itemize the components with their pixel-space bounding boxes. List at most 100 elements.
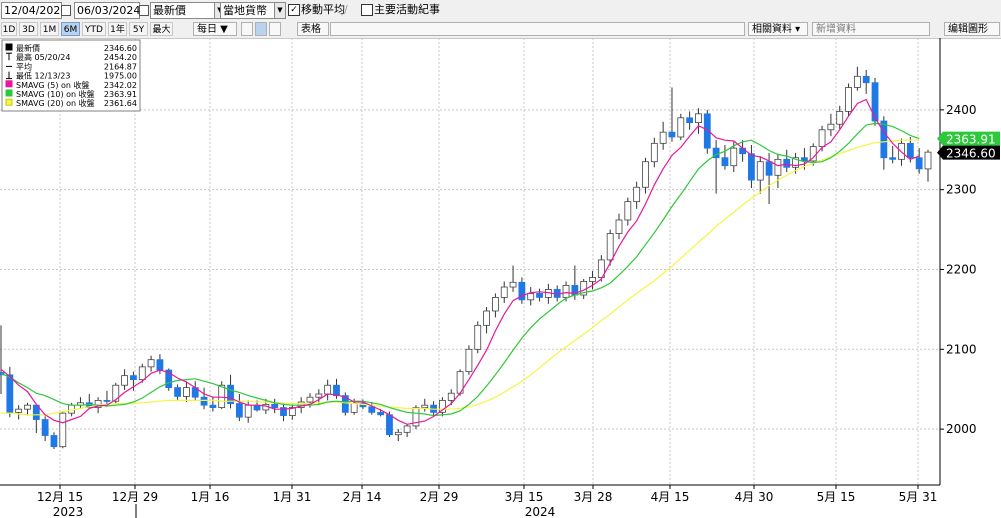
- candle-body: [792, 157, 799, 168]
- price-tag-label: 2346.60: [946, 147, 996, 161]
- candle-body: [924, 151, 932, 170]
- period-button-5[interactable]: 1年: [108, 22, 127, 36]
- candle-body: [721, 157, 729, 167]
- candle-body: [121, 375, 128, 386]
- y-tick-label: 2300: [946, 183, 977, 197]
- candle-body: [368, 406, 376, 413]
- candle-body: [483, 310, 490, 326]
- start-date-input[interactable]: 12/04/2023: [1, 2, 62, 19]
- grid-lines: [0, 38, 941, 486]
- candle-body: [41, 419, 49, 436]
- x-tick-label: 2月 29: [420, 490, 459, 504]
- edit-chart-button[interactable]: 编辑圖形: [944, 22, 1000, 36]
- candle-body: [915, 157, 923, 170]
- candle-body: [280, 407, 287, 416]
- y-tick-label: 2100: [946, 342, 977, 356]
- candle-body: [836, 111, 844, 125]
- bar-type-button[interactable]: [241, 22, 253, 36]
- y-axis: 2000 2100 2200 2300 2400: [940, 103, 977, 436]
- legend-value: 2454.20: [104, 53, 137, 62]
- candle-body: [703, 113, 711, 149]
- candle-body: [491, 297, 499, 312]
- candle-body: [315, 393, 323, 398]
- ma10-line: [0, 122, 920, 417]
- chart-type-dropdown[interactable]: [269, 22, 281, 36]
- candle-body: [6, 374, 14, 413]
- calendar-icon[interactable]: [61, 5, 71, 16]
- period-button-1[interactable]: 3D: [19, 22, 38, 36]
- x-tick-label: 1月 31: [273, 490, 312, 504]
- y-tick-label: 2400: [946, 103, 977, 117]
- candle-body: [668, 131, 676, 138]
- candle-body: [209, 404, 217, 408]
- legend-swatch: [5, 43, 13, 51]
- candle-body: [518, 281, 526, 301]
- y-tick-label: 2000: [946, 422, 977, 436]
- candle-body: [650, 142, 658, 163]
- x-axis: 12月 15 12月 29 1月 16 1月 31 2月 14 2月 29 3月 15 3月 …: [37, 485, 937, 518]
- candle-body: [906, 142, 914, 159]
- period-button-7[interactable]: 最大: [150, 22, 173, 36]
- y-tick-label: 2200: [946, 262, 977, 276]
- candle-body: [597, 259, 605, 278]
- candle-body: [527, 293, 535, 301]
- legend-label: 最新價: [16, 43, 40, 53]
- candle-body: [350, 403, 358, 413]
- x-tick-label: 3月 15: [505, 490, 544, 504]
- blank-field[interactable]: [330, 22, 745, 36]
- candle-body: [138, 366, 146, 381]
- price-type-select[interactable]: 最新價: [150, 2, 216, 19]
- price-tag-label: 2363.91: [946, 133, 996, 147]
- ma20-line: [1, 139, 920, 416]
- ma5-line: [0, 98, 920, 425]
- x-tick-label: 12月 29: [112, 490, 158, 504]
- price-tag: [937, 145, 1000, 160]
- chevron-down-icon[interactable]: ▼: [274, 2, 286, 19]
- table-button[interactable]: 表格: [297, 22, 329, 36]
- legend: 最新價 2346.60 最高 05/20/24 2454.20 平均 2164.87 最低 …: [1, 39, 141, 112]
- candle-body: [59, 412, 67, 448]
- candle-body: [112, 384, 120, 402]
- candle-body: [801, 157, 808, 162]
- candle-body: [500, 286, 508, 298]
- candle-body: [156, 359, 164, 371]
- calendar-icon[interactable]: [139, 5, 149, 16]
- legend-value: 1975.00: [104, 72, 137, 81]
- period-button-2[interactable]: 1M: [40, 22, 59, 36]
- candle-body: [642, 161, 649, 188]
- candle-body: [386, 414, 393, 436]
- related-data-button[interactable]: 相關資料 ▾: [748, 22, 808, 36]
- candle-body: [421, 404, 429, 408]
- period-button-4[interactable]: YTD: [82, 22, 106, 36]
- line-type-button[interactable]: [255, 22, 267, 36]
- frequency-select[interactable]: 每日 ▼: [193, 22, 237, 36]
- x-tick-label: 4月 15: [651, 490, 690, 504]
- candle-body: [536, 293, 543, 298]
- candle-body: [333, 384, 340, 396]
- period-button-0[interactable]: 1D: [1, 22, 17, 36]
- pencil-icon[interactable]: ∕: [344, 3, 348, 16]
- candle-body: [845, 87, 852, 112]
- candle-body: [659, 131, 667, 144]
- events-checkbox[interactable]: [361, 4, 373, 16]
- x-tick-label: 3月 28: [574, 490, 613, 504]
- candle-body: [818, 129, 826, 147]
- moving-avg-label: 移動平均: [301, 3, 345, 16]
- legend-swatch: [5, 80, 13, 88]
- currency-select[interactable]: 當地貨幣: [220, 2, 278, 19]
- legend-swatch: [5, 98, 13, 106]
- candle-body: [165, 369, 173, 389]
- period-button-3[interactable]: 6M: [61, 22, 80, 36]
- add-data-input[interactable]: 新增資料: [812, 22, 930, 36]
- candle-body: [394, 431, 402, 436]
- candle-body: [739, 147, 746, 155]
- candle-body: [182, 387, 190, 397]
- moving-avg-checkbox[interactable]: ✓: [288, 4, 300, 16]
- period-button-6[interactable]: 5Y: [129, 22, 148, 36]
- legend-label: SMAVG (5) on 收盤: [16, 80, 90, 90]
- end-date-input[interactable]: 06/03/2024: [74, 2, 140, 19]
- candle-body: [235, 403, 243, 418]
- legend-label: 最低 12/13/23: [16, 71, 70, 81]
- x-tick-label: 12月 15: [37, 490, 83, 504]
